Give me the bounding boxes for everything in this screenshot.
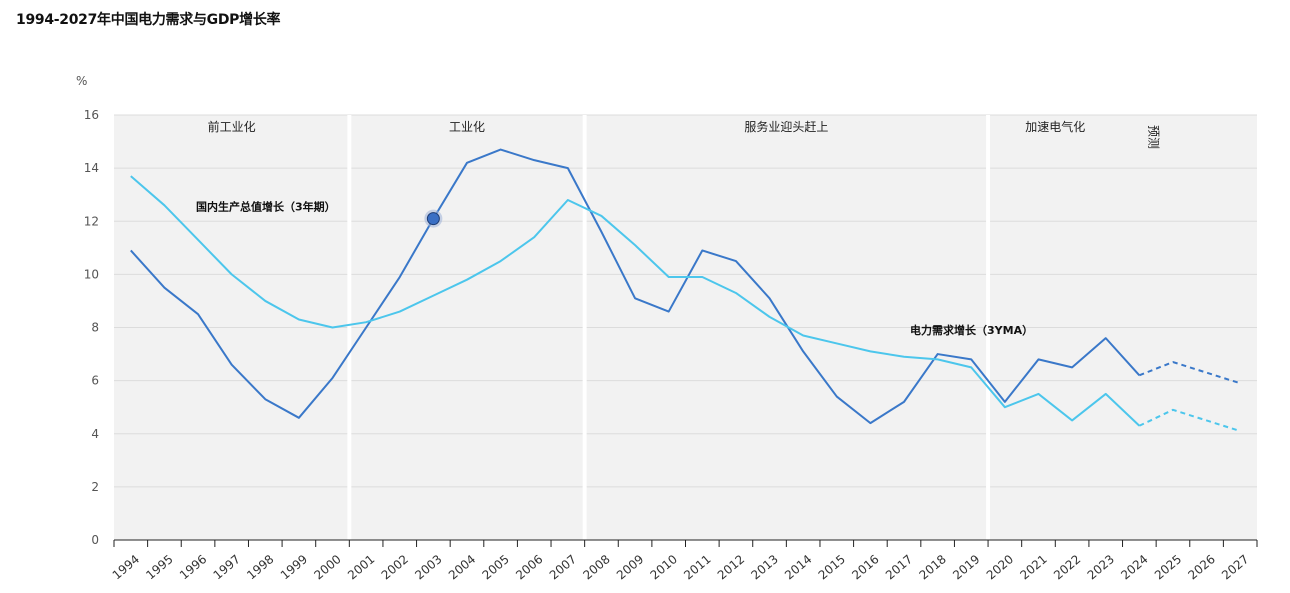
x-tick-label: 2010: [648, 552, 680, 582]
series-label: 国内生产总值增长（3年期）: [196, 200, 336, 214]
x-tick-label: 2002: [379, 552, 411, 582]
series-line: [130, 148, 1141, 425]
x-axis: 1994 1995 1996 1997 1998 1999 2000 2001 2002 2003…: [110, 539, 1258, 582]
x-tick-label: 1999: [278, 552, 310, 582]
x-tick-label: 2006: [513, 552, 545, 582]
y-tick-label: 4: [91, 427, 99, 441]
series-label: 电力需求增长（3YMA）: [910, 323, 1033, 337]
x-tick-label: 2012: [715, 552, 747, 582]
x-tick-label: 2013: [748, 552, 780, 582]
x-tick-label: 2020: [984, 552, 1016, 582]
series-lines: [130, 148, 1241, 433]
x-tick-label: 2023: [1085, 552, 1117, 582]
x-tick-label: 2009: [614, 552, 646, 582]
x-tick-label: 2021: [1017, 552, 1049, 582]
highlight-marker: [424, 209, 443, 228]
x-tick-label: 2015: [816, 552, 848, 582]
era-label: 加速电气化: [1025, 119, 1085, 134]
x-tick-label: 2017: [883, 552, 915, 582]
x-tick-label: 2022: [1051, 552, 1083, 582]
chart-title: 1994-2027年中国电力需求与GDP增长率: [16, 12, 281, 28]
series-labels: 国内生产总值增长（3年期） 电力需求增长（3YMA）: [196, 200, 1033, 338]
x-tick-label: 2003: [412, 552, 444, 582]
y-tick-label: 16: [84, 108, 99, 122]
y-tick-label: 2: [91, 480, 99, 494]
y-tick-label: 12: [84, 214, 99, 228]
x-tick-label: 2026: [1186, 552, 1218, 582]
series-line: [130, 175, 1141, 427]
x-tick-label: 1998: [244, 552, 276, 582]
x-tick-label: 2014: [782, 552, 814, 582]
y-axis-label: %: [76, 74, 87, 88]
era-label: 前工业化: [208, 119, 256, 134]
x-tick-label: 2000: [311, 552, 343, 582]
x-tick-label: 1996: [177, 552, 209, 582]
y-tick-label: 14: [84, 161, 99, 175]
x-tick-label: 2016: [849, 552, 881, 582]
x-tick-label: 2018: [917, 552, 949, 582]
series-forecast-line: [1138, 408, 1241, 433]
y-tick-label: 8: [91, 321, 99, 335]
x-tick-label: 2025: [1152, 552, 1184, 582]
gridlines: [114, 114, 1257, 488]
x-tick-label: 2005: [480, 552, 512, 582]
era-label: 工业化: [449, 120, 485, 134]
era-labels: 前工业化 工业化 服务业迎头赶上 加速电气化 预测: [208, 119, 1161, 149]
era-label: 服务业迎头赶上: [744, 119, 828, 134]
era-label: 预测: [1146, 125, 1160, 149]
x-tick-label: 2027: [1219, 552, 1251, 582]
x-tick-label: 2024: [1118, 552, 1150, 582]
x-tick-label: 2008: [580, 552, 612, 582]
y-tick-label: 6: [91, 374, 99, 388]
y-axis: 0 2 4 6 8 10 12 14 16: [84, 108, 99, 547]
x-tick-label: 2001: [345, 552, 377, 582]
x-tick-label: 2011: [681, 552, 713, 582]
y-tick-label: 0: [91, 533, 99, 547]
x-tick-label: 2019: [950, 552, 982, 582]
x-tick-label: 2004: [446, 552, 478, 582]
y-tick-label: 10: [84, 267, 99, 281]
era-dividers: [347, 115, 991, 540]
highlight-point: [426, 212, 440, 226]
x-tick-label: 1997: [211, 552, 243, 582]
x-tick-label: 1995: [143, 552, 175, 582]
x-tick-label: 1994: [110, 552, 142, 582]
x-tick-label: 2007: [547, 552, 579, 582]
series-forecast-line: [1138, 360, 1241, 385]
